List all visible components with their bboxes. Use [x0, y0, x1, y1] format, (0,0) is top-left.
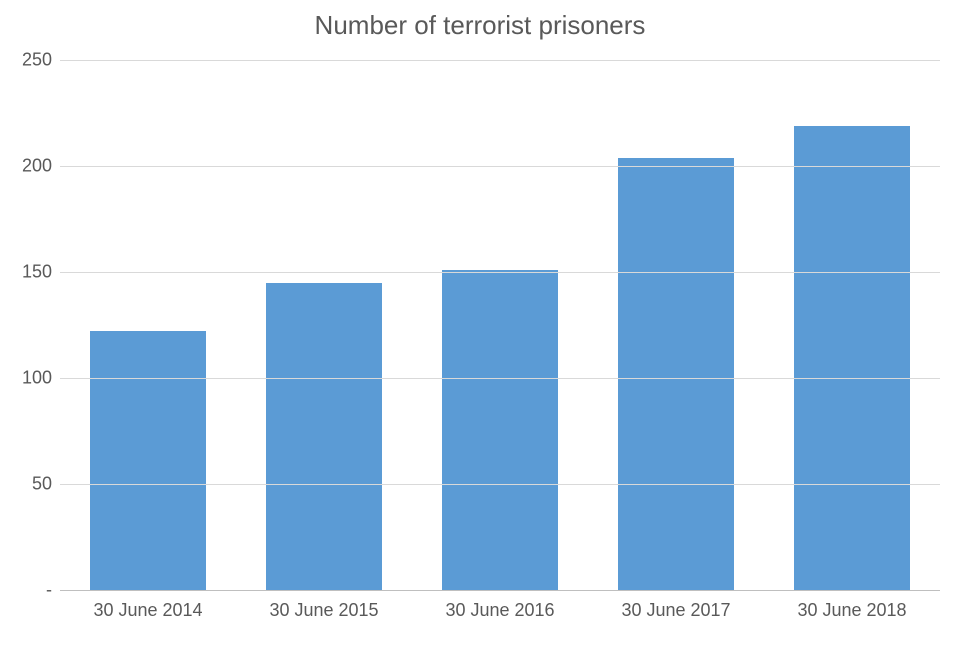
- plot-area: -50100150200250: [60, 60, 940, 590]
- gridline: [60, 590, 940, 591]
- y-tick-label: 200: [10, 156, 52, 177]
- x-tick-label: 30 June 2014: [60, 600, 236, 621]
- gridline: [60, 166, 940, 167]
- gridline: [60, 272, 940, 273]
- bar-chart: Number of terrorist prisoners -501001502…: [0, 0, 960, 656]
- bar-slot: [412, 60, 588, 590]
- y-tick-label: 50: [10, 474, 52, 495]
- y-tick-label: -: [10, 580, 52, 601]
- chart-title: Number of terrorist prisoners: [0, 10, 960, 41]
- x-tick-label: 30 June 2017: [588, 600, 764, 621]
- bar: [266, 283, 382, 590]
- y-tick-label: 100: [10, 368, 52, 389]
- y-tick-label: 250: [10, 50, 52, 71]
- x-tick-label: 30 June 2016: [412, 600, 588, 621]
- gridline: [60, 378, 940, 379]
- bar: [90, 331, 206, 590]
- bar: [442, 270, 558, 590]
- y-tick-label: 150: [10, 262, 52, 283]
- x-tick-label: 30 June 2015: [236, 600, 412, 621]
- bar: [618, 158, 734, 590]
- bar-slot: [588, 60, 764, 590]
- bar-slot: [236, 60, 412, 590]
- bar-slot: [764, 60, 940, 590]
- x-tick-label: 30 June 2018: [764, 600, 940, 621]
- bars-container: [60, 60, 940, 590]
- bar-slot: [60, 60, 236, 590]
- x-axis-labels: 30 June 201430 June 201530 June 201630 J…: [60, 600, 940, 621]
- gridline: [60, 484, 940, 485]
- gridline: [60, 60, 940, 61]
- bar: [794, 126, 910, 590]
